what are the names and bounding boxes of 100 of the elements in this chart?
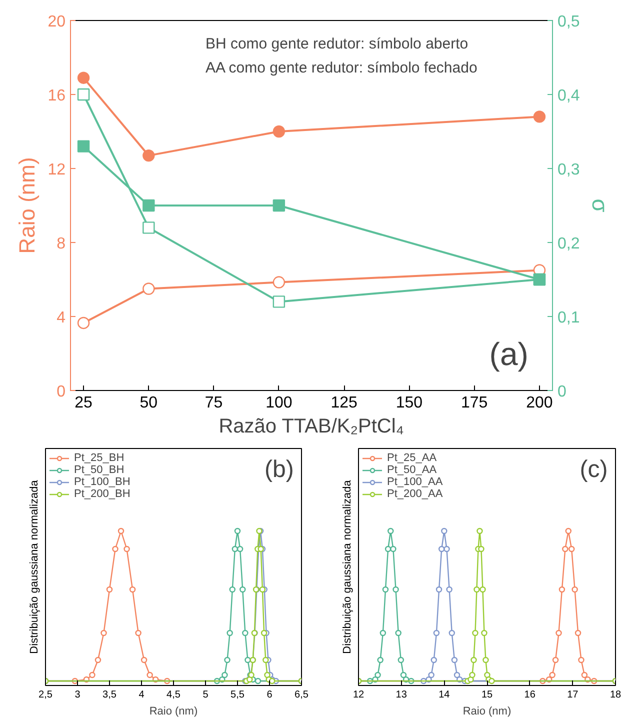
x-tick-label: 17 [567,690,579,700]
point [556,630,562,636]
point [234,528,241,534]
point [94,656,102,664]
point [380,630,386,636]
point [436,586,442,593]
x-tick-label: 18 [610,690,622,700]
point [226,630,233,636]
point [533,110,546,123]
x-tick-label: 50 [140,394,158,412]
point [568,546,575,552]
x-tick-label: 12 [352,690,364,700]
x-tick-label: 14 [438,690,450,700]
point [272,199,286,212]
point [480,586,486,593]
point [451,656,458,664]
point [482,656,489,664]
point [106,586,113,593]
point [565,528,572,534]
y2-tick-label: 0,5 [558,14,580,30]
point [112,546,118,552]
x-tick-label: 4,5 [166,690,181,700]
point [254,678,262,684]
point [472,630,478,636]
point [232,546,238,552]
point [377,656,384,664]
point [272,296,286,308]
y-tick-label: 12 [48,162,66,178]
legend-label: Pt_50_BH [74,464,124,476]
y2-tick-label: 0 [558,384,566,400]
point [430,656,437,664]
point [262,656,269,664]
point [454,672,460,678]
y2-axis-title: σ [588,198,613,213]
point [552,656,559,664]
annotation: (a) [489,336,528,372]
point [140,656,148,664]
legend-label: Pt_100_BH [74,476,130,488]
point [242,630,248,636]
legend-label: Pt_100_AA [387,476,443,488]
legend-label: Pt_200_BH [74,488,130,500]
x-tick-label: 5 [202,690,209,700]
y-tick-label: 16 [48,88,66,104]
legend-label: Pt_25_AA [387,452,437,464]
annotation: BH como gente redutor: símbolo aberto [205,35,468,52]
point [441,528,448,534]
point [384,546,392,552]
y2-tick-label: 0,4 [558,88,580,104]
point [558,586,566,593]
point [448,630,455,636]
point [129,586,136,593]
x-tick-label: 16 [524,690,536,700]
point [272,125,286,138]
point [77,140,90,152]
point [222,672,228,678]
y-tick-label: 4 [56,310,66,326]
x-tick-label: 3,5 [102,690,117,700]
point [118,528,124,534]
point [124,546,130,552]
x-tick-label: 15 [481,690,493,700]
x-axis-title: Raio (nm) [462,706,512,718]
y-axis-title: Distribuição gaussiana normalizada [342,479,354,654]
point [260,630,268,636]
y2-tick-label: 0,3 [558,162,580,178]
point [100,630,107,636]
x-tick-label: 4 [138,690,145,700]
point [398,656,404,664]
point [395,630,402,636]
x-tick-label: 175 [460,394,488,412]
point [224,656,230,664]
point [488,678,495,684]
x-tick-label: 2,5 [38,690,53,700]
point [433,630,440,636]
point [562,546,568,552]
point [142,222,155,234]
point [481,630,488,636]
x-tick-label: 125 [330,394,358,412]
x-tick-label: 25 [74,394,93,412]
point [478,546,484,552]
point [474,586,480,593]
y-tick-label: 8 [56,236,66,252]
point [572,586,578,593]
legend-label: Pt_25_BH [74,452,124,464]
point [470,656,477,664]
x-tick-label: 13 [396,690,408,700]
point [146,672,153,678]
x-tick-label: 150 [396,394,423,412]
x-tick-label: 5,5 [230,690,245,700]
point [244,656,251,664]
y-tick-label: 20 [48,14,66,30]
point [400,672,407,678]
point [77,72,90,84]
point [240,586,246,593]
x-tick-label: 3 [74,690,81,700]
x-tick-label: 6 [266,690,273,700]
point [574,630,582,636]
point [374,672,381,678]
point [476,528,483,534]
point [89,672,96,678]
y-tick-label: 0 [56,384,66,400]
